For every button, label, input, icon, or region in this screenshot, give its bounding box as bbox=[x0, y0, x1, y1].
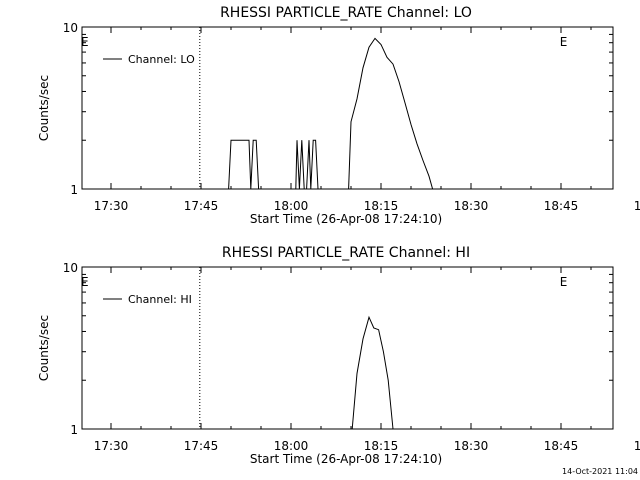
legend-label: Channel: LO bbox=[128, 53, 195, 66]
plot-frame bbox=[81, 26, 614, 190]
chart-title: RHESSI PARTICLE_RATE Channel: LO bbox=[220, 5, 472, 21]
y-axis-label: Counts/sec bbox=[37, 75, 51, 141]
x-tick-label: 19:00 bbox=[634, 199, 640, 213]
y-tick-label: 10 bbox=[63, 261, 78, 275]
x-tick-label: 17:45 bbox=[184, 199, 219, 213]
x-tick-label: 18:30 bbox=[454, 199, 489, 213]
x-tick-label: 18:15 bbox=[364, 199, 399, 213]
x-tick-label: 17:45 bbox=[184, 439, 219, 453]
y-axis-label: Counts/sec bbox=[37, 315, 51, 381]
panel-1: RHESSI PARTICLE_RATE Channel: HI 17:30 17:… bbox=[37, 245, 640, 466]
x-tick-label: 19:00 bbox=[634, 439, 640, 453]
x-tick-label: 18:00 bbox=[274, 439, 309, 453]
y-tick-label: 1 bbox=[70, 423, 78, 437]
event-marker-label: E bbox=[81, 35, 89, 49]
x-tick-label: 18:00 bbox=[274, 199, 309, 213]
x-tick-label: 17:30 bbox=[94, 199, 129, 213]
event-marker-label: E bbox=[560, 275, 568, 289]
x-tick-label: 17:30 bbox=[94, 439, 129, 453]
series-line-channelhi bbox=[351, 315, 394, 430]
panel-0: RHESSI PARTICLE_RATE Channel: LO 17:30 17:… bbox=[37, 5, 640, 226]
y-tick-label: 1 bbox=[70, 183, 78, 197]
plot-frame bbox=[81, 266, 614, 430]
event-marker-label: E bbox=[81, 275, 89, 289]
legend-label: Channel: HI bbox=[128, 293, 192, 306]
x-tick-label: 18:30 bbox=[454, 439, 489, 453]
x-axis-label: Start Time (26-Apr-08 17:24:10) bbox=[250, 452, 442, 466]
y-tick-label: 10 bbox=[63, 21, 78, 35]
event-marker-label: E bbox=[560, 35, 568, 49]
x-axis-label: Start Time (26-Apr-08 17:24:10) bbox=[250, 212, 442, 226]
footer-timestamp: 14-Oct-2021 11:04 bbox=[562, 467, 638, 476]
x-tick-label: 18:45 bbox=[544, 439, 579, 453]
series-line-channello bbox=[228, 37, 434, 190]
chart-title: RHESSI PARTICLE_RATE Channel: HI bbox=[222, 245, 470, 261]
x-tick-label: 18:45 bbox=[544, 199, 579, 213]
x-tick-label: 18:15 bbox=[364, 439, 399, 453]
